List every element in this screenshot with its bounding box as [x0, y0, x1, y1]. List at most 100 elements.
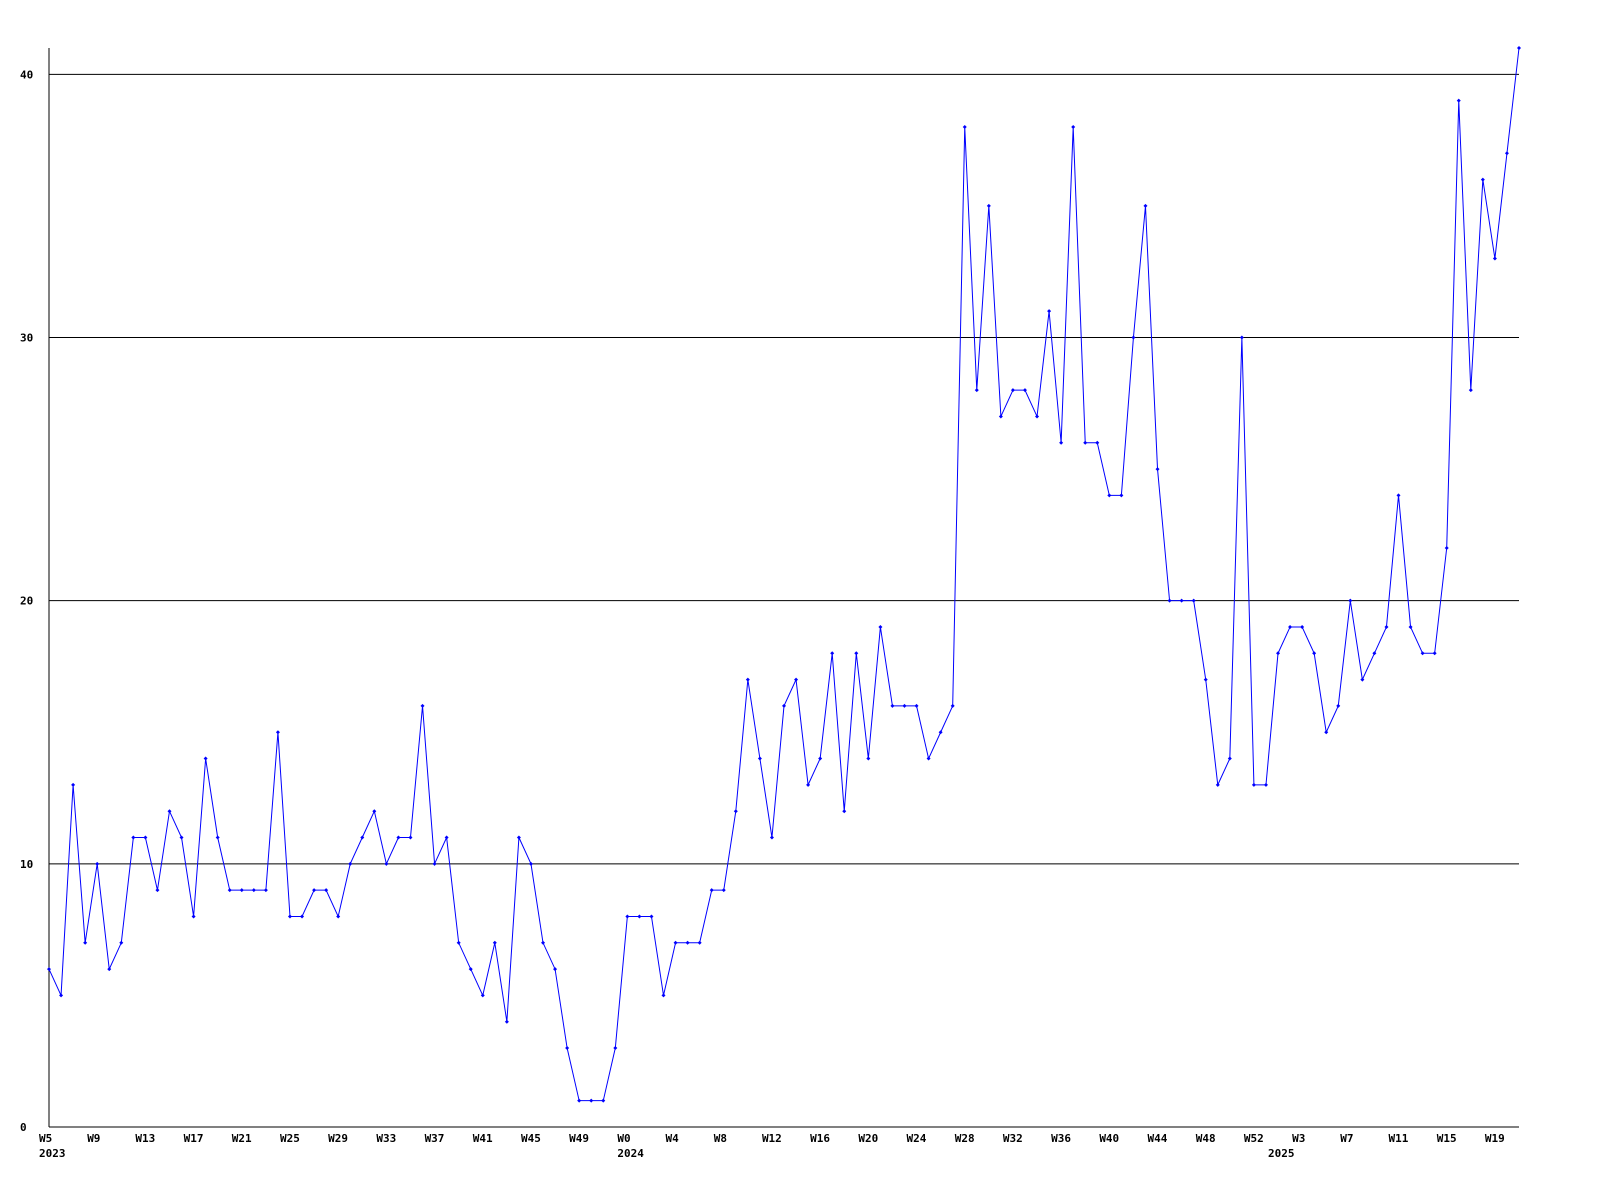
data-point	[998, 414, 1003, 419]
x-tick-label: W19	[1485, 1132, 1505, 1145]
data-point	[336, 914, 341, 919]
data-point	[1288, 624, 1293, 629]
series-line	[48, 47, 1520, 1102]
x-tick-label: W5	[39, 1132, 52, 1145]
x-tick-label: W8	[714, 1132, 727, 1145]
data-point	[1480, 177, 1485, 182]
data-point	[1517, 46, 1521, 50]
x-tick-label: W52	[1244, 1132, 1264, 1145]
data-point	[938, 730, 943, 735]
data-point	[396, 835, 401, 840]
x-tick-label: W21	[232, 1132, 252, 1145]
data-point	[480, 993, 485, 998]
data-point	[420, 703, 425, 708]
data-point	[818, 756, 823, 761]
data-point	[516, 835, 521, 840]
data-point	[685, 940, 690, 945]
data-point	[1300, 624, 1305, 629]
data-point	[866, 756, 871, 761]
data-point	[287, 914, 292, 919]
data-point	[143, 835, 148, 840]
data-point	[1239, 335, 1244, 340]
data-point	[1492, 256, 1497, 261]
data-point	[251, 888, 256, 893]
data-point	[167, 809, 172, 814]
data-point	[1047, 309, 1052, 314]
data-point	[649, 914, 654, 919]
data-point	[613, 1046, 618, 1051]
data-point	[191, 914, 196, 919]
data-point	[589, 1098, 594, 1103]
data-point	[842, 809, 847, 814]
x-tick-label: W12	[762, 1132, 782, 1145]
data-point	[492, 940, 497, 945]
data-point	[1263, 782, 1268, 787]
x-tick-label: W16	[810, 1132, 830, 1145]
x-tick-label: W11	[1389, 1132, 1409, 1145]
data-point	[1408, 624, 1413, 629]
data-point	[119, 940, 124, 945]
data-point	[1107, 493, 1112, 498]
data-point	[757, 756, 762, 761]
x-tick-label: W24	[907, 1132, 927, 1145]
data-point	[950, 703, 955, 708]
data-point	[1143, 203, 1148, 208]
data-point	[1155, 467, 1160, 472]
data-point	[71, 782, 76, 787]
x-tick-label: W0	[617, 1132, 630, 1145]
data-point	[1071, 124, 1076, 129]
data-point	[1131, 335, 1136, 340]
data-point	[1336, 703, 1341, 708]
data-point	[854, 651, 859, 656]
data-point	[1456, 98, 1461, 103]
data-point	[1059, 440, 1064, 445]
data-point	[1324, 730, 1329, 735]
year-label: 2023	[39, 1147, 66, 1160]
data-point	[263, 888, 268, 893]
x-tick-label: W29	[328, 1132, 348, 1145]
data-point	[1179, 598, 1184, 603]
x-tick-label: W3	[1292, 1132, 1305, 1145]
data-point	[769, 835, 774, 840]
y-tick-label: 20	[20, 595, 33, 608]
data-point	[709, 888, 714, 893]
x-tick-label: W45	[521, 1132, 541, 1145]
data-point	[890, 703, 895, 708]
data-point	[47, 967, 51, 972]
x-tick-label: W7	[1340, 1132, 1353, 1145]
data-point	[348, 861, 353, 866]
data-point	[830, 651, 835, 656]
data-point	[745, 677, 750, 682]
data-point	[733, 809, 738, 814]
data-point	[1372, 651, 1377, 656]
data-point	[601, 1098, 606, 1103]
x-tick-label: W41	[473, 1132, 493, 1145]
data-point	[721, 888, 726, 893]
x-tick-label: W44	[1148, 1132, 1168, 1145]
data-point	[528, 861, 533, 866]
data-point	[1227, 756, 1232, 761]
data-point	[1119, 493, 1124, 498]
data-point	[806, 782, 811, 787]
data-point	[902, 703, 907, 708]
data-point	[782, 703, 786, 708]
year-label: 2024	[617, 1147, 644, 1160]
data-point	[1312, 651, 1317, 656]
data-point	[456, 940, 461, 945]
data-point	[312, 888, 317, 893]
data-point	[1095, 440, 1100, 445]
data-point	[1468, 388, 1473, 393]
data-point	[360, 835, 365, 840]
data-point	[625, 914, 630, 919]
data-point	[1191, 598, 1196, 603]
data-point	[300, 914, 305, 919]
data-point	[59, 993, 64, 998]
data-point	[275, 730, 280, 735]
x-tick-label: W25	[280, 1132, 300, 1145]
data-point	[227, 888, 232, 893]
data-point	[95, 861, 100, 866]
x-tick-label: W13	[135, 1132, 155, 1145]
x-tick-label: W36	[1051, 1132, 1071, 1145]
data-point	[179, 835, 184, 840]
x-tick-label: W32	[1003, 1132, 1023, 1145]
